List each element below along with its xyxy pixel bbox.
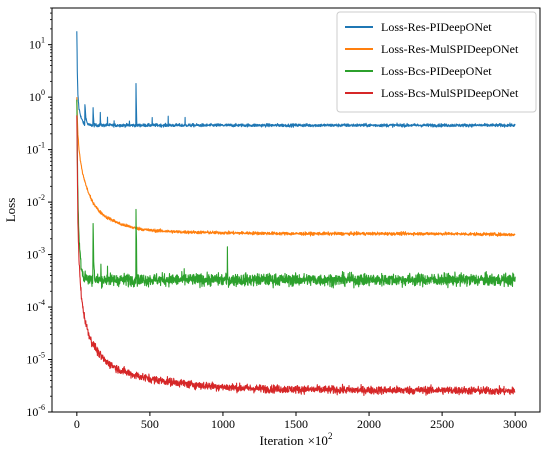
y-tick-label: 10-3 <box>26 246 45 262</box>
y-tick-label: 10-4 <box>26 298 45 314</box>
y-tick-label: 10-1 <box>26 141 45 157</box>
x-axis-multiplier-exp: 2 <box>328 431 333 441</box>
x-axis-label-text: Iteration <box>260 433 305 448</box>
x-tick-label: 500 <box>141 417 159 431</box>
x-tick-label: 2000 <box>357 417 381 431</box>
series-line <box>76 97 516 237</box>
y-axis-ticks: 10-6 10-5 10-4 10-3 10-2 10-1 100 101 <box>26 7 52 419</box>
x-tick-label: 2500 <box>430 417 454 431</box>
legend: Loss-Res-PIDeepONet Loss-Res-MulSPIDeepON… <box>336 11 537 113</box>
x-tick-label: 3000 <box>503 417 527 431</box>
y-tick-label: 10-2 <box>26 193 45 209</box>
legend-box <box>336 11 537 113</box>
y-tick-label: 101 <box>29 36 45 52</box>
y-tick-label: 10-6 <box>26 403 45 419</box>
x-axis-multiplier: ×10 <box>308 433 328 448</box>
x-tick-label: 0 <box>74 417 80 431</box>
y-tick-label: 100 <box>29 88 45 104</box>
legend-label: Loss-Res-MulSPIDeepONet <box>381 42 519 56</box>
y-axis-label: Loss <box>3 198 18 223</box>
legend-label: Loss-Bcs-PIDeepONet <box>381 64 492 78</box>
series-line <box>76 115 516 397</box>
plot-lines <box>76 31 516 397</box>
x-tick-label: 1000 <box>211 417 235 431</box>
y-tick-label: 10-5 <box>26 351 45 367</box>
x-tick-label: 1500 <box>284 417 308 431</box>
x-axis-ticks: 0 500 1000 1500 2000 2500 3000 <box>74 412 527 431</box>
legend-label: Loss-Res-PIDeepONet <box>381 20 492 34</box>
x-axis-label: Iteration ×102 <box>260 431 333 448</box>
series-line <box>76 31 516 128</box>
legend-label: Loss-Bcs-MulSPIDeepONet <box>381 86 519 100</box>
series-line <box>76 99 516 289</box>
